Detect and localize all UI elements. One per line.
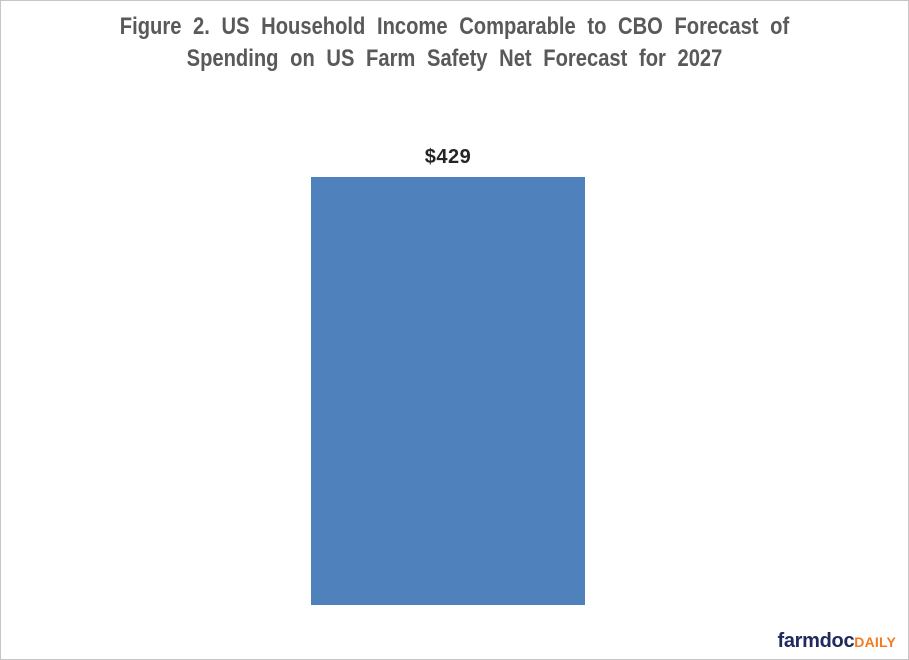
chart-title: Figure 2. US Household Income Comparable… [74, 11, 836, 75]
farmdoc-daily-logo: farmdoc DAILY [777, 630, 896, 653]
bar-data-label: $429 [424, 146, 472, 168]
chart-title-line-1: Figure 2. US Household Income Comparable… [119, 13, 790, 40]
logo-brand-text: farmdoc [777, 630, 855, 652]
logo-suffix-text: DAILY [854, 634, 896, 650]
bar-series-value [311, 177, 585, 605]
chart-title-line-2: Spending on US Farm Safety Net Forecast … [186, 45, 723, 72]
